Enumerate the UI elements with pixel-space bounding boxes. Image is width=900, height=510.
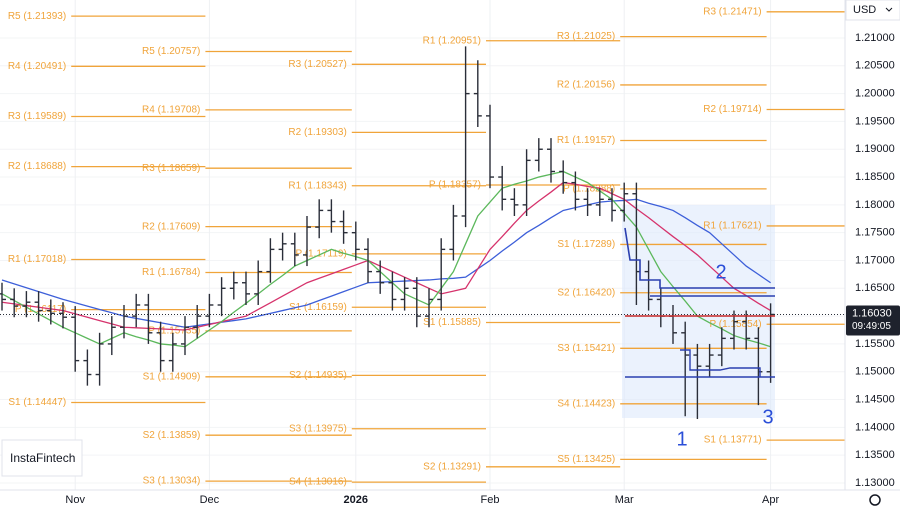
pivot-label: S1 (1.14909) [143,371,201,382]
pivot-label: S2 (1.13291) [423,461,481,472]
x-tick-label: Feb [481,494,500,506]
pivot-label: S3 (1.15421) [557,343,615,354]
price-axis: 1.13000 1.13500 1.14000 1.14500 1.15000 1.155… [855,32,895,489]
pivots: R5 (1.21393) R4 (1.20491) R3 (1.19589) R2 (… [8,6,845,488]
y-tick-label: 1.13000 [855,477,895,489]
y-tick-label: 1.15500 [855,338,895,350]
drawn-line [624,227,775,289]
y-tick-label: 1.19000 [855,143,895,155]
price-axis-bg [845,0,900,510]
watermark: InstaFintech [10,451,75,465]
pivot-label: R2 (1.18688) [8,161,66,172]
pivot-label: S1 (1.17289) [557,239,615,250]
pivot-label: R1 (1.17018) [8,254,66,265]
countdown: 09:49:05 [852,321,891,332]
y-tick-label: 1.21000 [855,32,895,44]
currency-button[interactable] [845,0,900,21]
moving-average [1,181,771,331]
pivot-label: R1 (1.17621) [703,221,761,232]
y-tick-label: 1.20500 [855,60,895,72]
y-tick-label: 1.13500 [855,449,895,461]
pivot-label: R5 (1.20757) [142,46,200,57]
pivot-label: R1 (1.18343) [288,180,346,191]
pivot-label: S2 (1.14935) [289,370,347,381]
currency[interactable]: USD [853,4,876,16]
y-tick-label: 1.17500 [855,227,895,239]
moving-average [1,170,771,348]
last-price-label: 1.16030 [852,307,892,319]
x-tick-label: Nov [65,494,85,506]
pivot-label: R3 (1.21471) [703,6,761,17]
pivot-label: R3 (1.18659) [142,163,200,174]
pivot-label: S1 (1.16159) [289,302,347,313]
pivot-label: S2 (1.13859) [143,430,201,441]
pivot-label: P (1.16117) [15,304,66,315]
pivot-label: S4 (1.14423) [557,398,615,409]
pivot-label: R2 (1.19303) [288,127,346,138]
pivot-label: R1 (1.20951) [423,35,481,46]
y-tick-label: 1.15000 [855,366,895,378]
watermark-box [1,439,83,477]
volume-profile-area [622,205,775,418]
pivot-label: S1 (1.15885) [423,317,481,328]
pivot-label: R1 (1.19157) [557,135,615,146]
pivot-label: S1 (1.13771) [704,435,762,446]
y-tick-label: 1.14500 [855,393,895,405]
annotation: 3 [762,406,773,428]
pivot-label: S2 (1.16420) [557,287,615,298]
pivot-label: S3 (1.13034) [143,476,201,487]
pivot-label: P (1.15854) [710,319,762,330]
y-tick-label: 1.14000 [855,421,895,433]
pivot-label: S1 (1.14447) [8,397,66,408]
settings-icon[interactable] [869,494,881,506]
moving-average [1,198,771,328]
drawn-line [680,349,761,377]
pivot-label: R5 (1.21393) [8,11,66,22]
pivot-label: R2 (1.20156) [557,80,615,91]
plot [0,46,845,420]
pivot-label: R3 (1.19589) [8,111,66,122]
y-tick-label: 1.16500 [855,282,895,294]
pivot-label: R2 (1.19714) [703,104,761,115]
x-tick-label: Dec [200,494,220,506]
pivot-label: R1 (1.16784) [142,267,200,278]
pivot-label: S4 (1.13016) [289,477,347,488]
pivot-label: S3 (1.13975) [289,423,347,434]
y-tick-label: 1.20000 [855,88,895,100]
pivot-label: R2 (1.17609) [142,221,200,232]
y-tick-label: 1.18000 [855,199,895,211]
pivot-label: R4 (1.20491) [8,61,66,72]
pivot-label: R4 (1.19708) [142,104,200,115]
x-tick-label: Apr [762,494,779,506]
pivot-label: S5 (1.13425) [557,454,615,465]
y-tick-label: 1.19500 [855,115,895,127]
x-tick-label: 2026 [344,494,368,506]
pivot-label: P (1.18288) [563,183,615,194]
y-tick-label: 1.18500 [855,171,895,183]
x-tick-label: Mar [615,494,634,506]
annotation: 2 [715,261,726,283]
pivot-label: R3 (1.21025) [557,31,615,42]
last-price-box [846,305,900,336]
y-tick-label: 1.17000 [855,254,895,266]
pivot-label: P (1.15735) [148,325,200,336]
pivot-label: P (1.18357) [429,180,481,191]
pivot-label: R3 (1.20527) [288,59,346,70]
annotation: 1 [676,428,687,450]
dropdown-arrow[interactable] [885,7,893,12]
